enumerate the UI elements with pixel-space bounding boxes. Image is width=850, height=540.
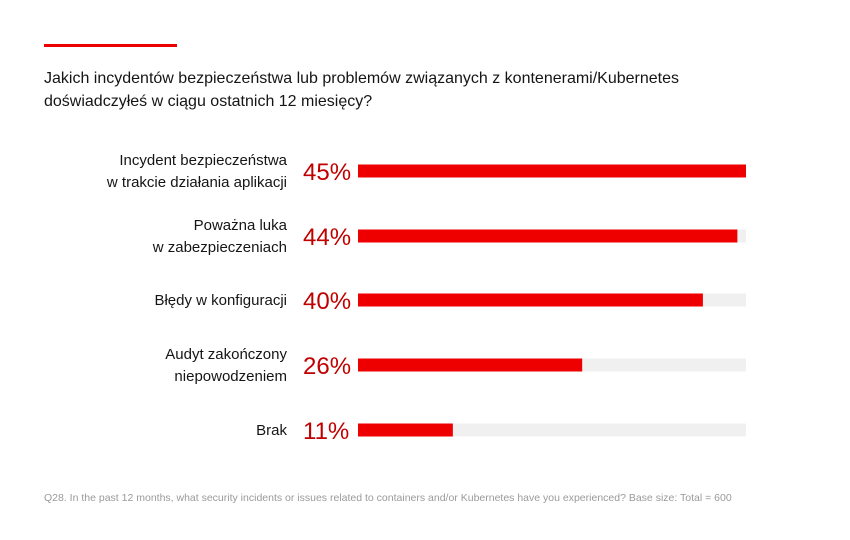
value-label: 40%	[303, 288, 351, 315]
bar	[358, 293, 703, 307]
bar	[358, 423, 453, 437]
category-label: Brak	[256, 422, 287, 439]
category-label: w zabezpieczeniach	[152, 239, 287, 256]
category-label: Poważna luka	[194, 217, 288, 234]
category-label: Audyt zakończony	[165, 346, 287, 363]
category-label: niepowodzeniem	[174, 368, 287, 385]
value-label: 45%	[303, 159, 351, 186]
footnote: Q28. In the past 12 months, what securit…	[44, 492, 732, 504]
bar-track	[358, 423, 746, 437]
category-label: Incydent bezpieczeństwa	[119, 152, 287, 169]
bar	[358, 229, 738, 243]
category-label: w trakcie działania aplikacji	[106, 174, 287, 191]
value-label: 26%	[303, 353, 351, 380]
bar	[358, 358, 583, 372]
accent-line	[44, 44, 177, 47]
value-label: 11%	[303, 418, 349, 445]
bar	[358, 164, 746, 178]
chart-title: Jakich incydentów bezpieczeństwa lub pro…	[44, 70, 679, 110]
category-label: Błędy w konfiguracji	[154, 292, 287, 309]
value-label: 44%	[303, 224, 351, 251]
